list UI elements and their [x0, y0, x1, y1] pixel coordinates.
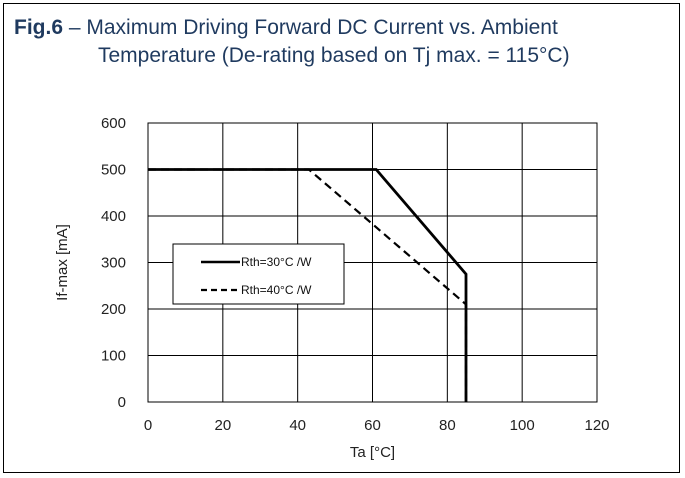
- title-line-1: Maximum Driving Forward DC Current vs. A…: [86, 16, 558, 39]
- plot-area-border: [147, 122, 598, 403]
- y-tick-label: 400: [101, 208, 126, 225]
- y-tick-label: 100: [101, 348, 126, 365]
- series-line-2: [148, 168, 468, 402]
- x-tick-label: 0: [144, 417, 152, 434]
- y-axis-label: If-max [mA]: [54, 224, 71, 301]
- legend-label-2: Rth=40°C /W: [241, 283, 312, 297]
- x-tick-label: 20: [214, 417, 231, 434]
- x-tick-label: 80: [439, 417, 456, 434]
- y-tick-labels: 0 100 200 300 400 500 600: [101, 115, 126, 411]
- figure-label: Fig.6: [14, 16, 64, 39]
- y-tick-label: 600: [101, 115, 126, 132]
- figure-title: Fig.6 – Maximum Driving Forward DC Curre…: [14, 14, 674, 70]
- legend-label-1: Rth=30°C /W: [241, 255, 312, 269]
- series-line-1: [148, 168, 468, 402]
- x-tick-label: 40: [289, 417, 306, 434]
- x-tick-label: 60: [364, 417, 381, 434]
- y-tick-label: 200: [101, 301, 126, 318]
- title-line-2: Temperature (De-rating based on Tj max. …: [98, 44, 570, 67]
- figure-frame: [3, 3, 680, 473]
- y-tick-label: 0: [118, 394, 126, 411]
- x-tick-label: 120: [584, 417, 609, 434]
- series-layer: [148, 168, 468, 402]
- y-tick-label: 300: [101, 255, 126, 272]
- legend-box: [172, 243, 345, 305]
- title-dash: –: [63, 16, 87, 39]
- x-tick-label: 100: [510, 417, 535, 434]
- chart-legend: Rth=30°C /W Rth=40°C /W: [172, 243, 345, 305]
- x-axis-label: Ta [°C]: [350, 444, 395, 461]
- y-tick-label: 500: [101, 162, 126, 179]
- x-tick-labels: 0 20 40 60 80 100 120: [144, 417, 610, 434]
